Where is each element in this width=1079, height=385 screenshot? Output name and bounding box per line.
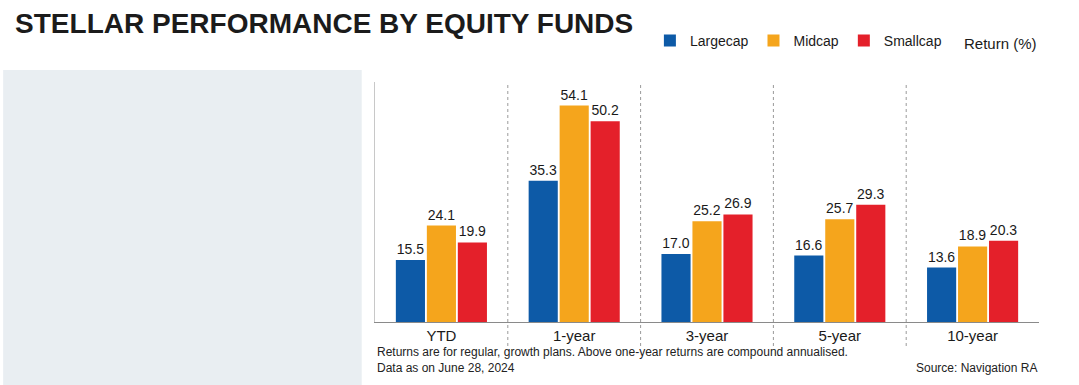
svg-text:YTD: YTD [426,327,456,344]
svg-text:15.5: 15.5 [397,241,424,257]
svg-text:Smallcap: Smallcap [884,33,942,49]
svg-text:Midcap: Midcap [793,33,838,49]
svg-text:Return (%): Return (%) [964,35,1037,52]
svg-text:24.1: 24.1 [428,207,455,223]
svg-text:5-year: 5-year [819,327,862,344]
svg-text:17.0: 17.0 [662,235,689,251]
svg-text:35.3: 35.3 [529,162,556,178]
svg-text:Source: Navigation RA: Source: Navigation RA [916,361,1037,375]
svg-text:25.7: 25.7 [826,200,853,216]
svg-text:19.9: 19.9 [459,223,486,239]
svg-text:18.9: 18.9 [959,227,986,243]
svg-text:16.6: 16.6 [795,237,822,253]
svg-text:50.2: 50.2 [591,102,618,118]
svg-text:20.3: 20.3 [990,222,1017,238]
svg-text:13.6: 13.6 [928,249,955,265]
svg-text:10-year: 10-year [947,327,998,344]
svg-text:54.1: 54.1 [560,87,587,103]
svg-text:Largecap: Largecap [690,33,749,49]
svg-text:3-year: 3-year [686,327,729,344]
svg-text:25.2: 25.2 [693,202,720,218]
svg-text:Data as on June 28, 2024: Data as on June 28, 2024 [377,361,515,375]
svg-text:Returns are for regular, growt: Returns are for regular, growth plans. A… [377,345,848,359]
svg-text:26.9: 26.9 [724,195,751,211]
svg-text:1-year: 1-year [553,327,596,344]
svg-text:29.3: 29.3 [857,186,884,202]
svg-text:STELLAR PERFORMANCE BY EQUITY: STELLAR PERFORMANCE BY EQUITY FUNDS [15,8,633,39]
